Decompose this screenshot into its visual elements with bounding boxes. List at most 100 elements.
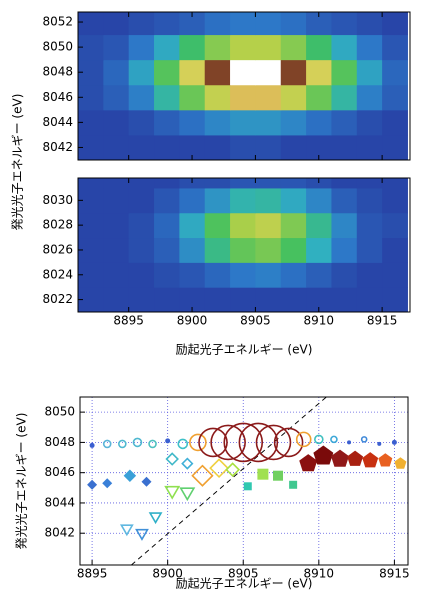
heatmap-cell (179, 84, 206, 111)
heatmap-cell (154, 212, 180, 239)
marker (123, 469, 137, 482)
heatmap-cell (204, 134, 231, 160)
marker (273, 470, 284, 481)
heatmap-cell (331, 178, 358, 189)
heatmap-cell (103, 237, 130, 263)
marker (89, 442, 95, 448)
marker (238, 422, 279, 463)
heatmap-cell (306, 59, 332, 86)
heatmap-cell (230, 287, 256, 312)
heatmap-cell (356, 178, 383, 189)
heatmap-cell (255, 262, 282, 288)
marker (289, 480, 298, 489)
marker (299, 454, 318, 472)
y-tick-label: 8048 (42, 65, 73, 79)
heatmap-cell (179, 178, 206, 189)
heatmap-cell (179, 187, 206, 214)
heatmap-cell (179, 237, 206, 263)
heatmap-cell (356, 187, 383, 214)
marker (347, 450, 364, 466)
heatmap-cell (103, 262, 130, 288)
heatmap-cell (230, 109, 256, 136)
heatmap-cell (179, 34, 206, 61)
heatmap-cell (356, 134, 383, 160)
heatmap-cell (280, 262, 307, 288)
heatmap-cell (204, 262, 231, 288)
x-axis-label: 励起光子エネルギー (eV) (176, 577, 313, 590)
heatmap-cell (255, 134, 282, 160)
heatmap-cell (128, 237, 155, 263)
marker (209, 458, 229, 479)
heatmap-cell (230, 84, 256, 111)
heatmap-cell (128, 59, 155, 86)
heatmap-cell (103, 212, 130, 239)
heatmap-cell (230, 134, 256, 160)
heatmap-cell (382, 12, 408, 36)
y-tick-label: 8048 (44, 435, 75, 449)
heatmap-cell (382, 212, 408, 239)
marker (330, 449, 349, 467)
heatmap-cell (280, 237, 307, 263)
heatmap-cell (103, 12, 130, 36)
marker (330, 435, 338, 444)
heatmap-cell (382, 237, 408, 263)
heatmap-cell (331, 84, 358, 111)
heatmap-cell (179, 109, 206, 136)
heatmap-cell (103, 178, 130, 189)
plot-area (78, 178, 408, 312)
heatmap-cell (179, 59, 206, 86)
marker (313, 445, 334, 465)
heatmap-cell (280, 187, 307, 214)
heatmap-cell (204, 187, 231, 214)
heatmap-cell (103, 287, 130, 312)
heatmap-cell (128, 134, 155, 160)
heatmap-cell (154, 59, 180, 86)
heatmap-cell (78, 178, 104, 189)
y-tick-label: 8024 (42, 267, 73, 281)
heatmap-cell (382, 34, 408, 61)
heatmap-cell (154, 287, 180, 312)
heatmap-cell (154, 109, 180, 136)
heatmap-cell (280, 212, 307, 239)
marker (189, 433, 207, 452)
marker (191, 464, 214, 487)
heatmap-cell (280, 178, 307, 189)
heatmap-cell (280, 59, 307, 86)
x-tick-label: 8905 (228, 567, 259, 581)
heatmap-cell (331, 262, 358, 288)
marker (148, 512, 163, 525)
marker (378, 453, 393, 467)
heatmap-cell (230, 262, 256, 288)
y-tick-label: 8022 (42, 292, 73, 306)
marker (360, 436, 368, 443)
heatmap-cell (179, 262, 206, 288)
heatmap-cell (356, 262, 383, 288)
heatmap-cell (179, 12, 206, 36)
x-tick-label: 8900 (177, 314, 208, 328)
heatmap-cell (154, 84, 180, 111)
x-axis-label: 励起光子エネルギー (eV) (176, 343, 313, 357)
heatmap-cell (382, 178, 408, 189)
heatmap-cell (331, 237, 358, 263)
heatmap-cell (204, 178, 231, 189)
marker (198, 427, 228, 458)
marker (255, 424, 292, 461)
heatmap-cell (306, 109, 332, 136)
heatmap-cell (128, 12, 155, 36)
marker (391, 439, 397, 445)
heatmap-cell (154, 262, 180, 288)
marker (273, 427, 304, 458)
heatmap-cell (356, 84, 383, 111)
heatmap-cell (154, 187, 180, 214)
heatmap-cell (331, 12, 358, 36)
marker (377, 441, 382, 446)
marker (119, 524, 134, 537)
marker (181, 457, 194, 470)
marker (102, 478, 113, 489)
heatmap-cell (103, 34, 130, 61)
heatmap-cell (255, 84, 282, 111)
heatmap-cell (103, 134, 130, 160)
heatmap-cell (382, 59, 408, 86)
x-tick-label: 8905 (240, 314, 271, 328)
y-tick-label: 8044 (42, 115, 73, 129)
